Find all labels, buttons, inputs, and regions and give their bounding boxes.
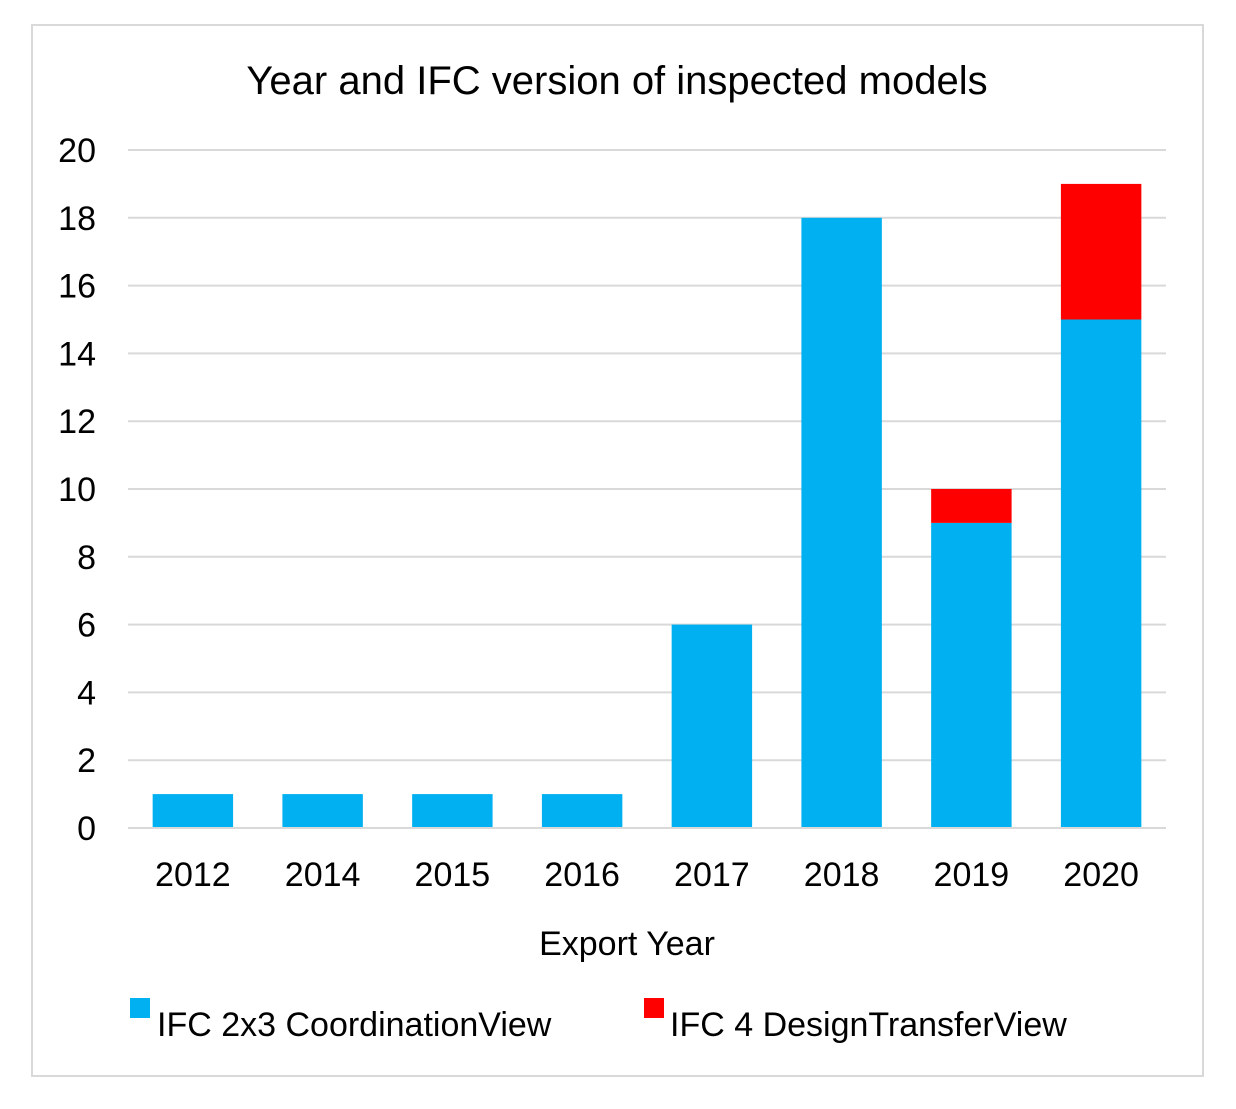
bar-2017-series-1 [671,624,753,828]
y-tick-label: 8 [77,539,96,577]
x-axis-title: Export Year [539,925,715,963]
legend-swatch-1 [130,998,150,1018]
bar-2019-series-1 [931,522,1012,828]
bar-2015-series-1 [412,794,493,828]
y-tick-label: 16 [58,268,96,306]
x-tick-label: 2016 [544,856,620,894]
legend-swatch-2 [644,998,664,1018]
y-axis-ticks: 0 2 4 6 8 10 12 14 16 18 20 [58,132,96,848]
bar-2019-series-2 [931,489,1012,523]
y-tick-label: 12 [58,403,96,441]
y-tick-label: 6 [77,607,96,645]
x-tick-label: 2012 [155,856,231,894]
chart-title: Year and IFC version of inspected models [246,59,987,103]
legend-label-1: IFC 2x3 CoordinationView [157,1006,552,1044]
x-tick-label: 2015 [415,856,491,894]
x-tick-label: 2020 [1063,856,1139,894]
x-axis-ticks: 2012 2014 2015 2016 2017 2018 2019 2020 [155,856,1139,894]
x-tick-label: 2017 [674,856,750,894]
bar-2014-series-1 [282,794,363,828]
y-tick-label: 18 [58,200,96,238]
legend: IFC 2x3 CoordinationView IFC 4 DesignTran… [130,998,1067,1044]
y-tick-label: 2 [77,742,96,780]
bar-2012-series-1 [152,794,234,828]
x-tick-label: 2019 [934,856,1010,894]
y-tick-label: 4 [77,674,96,712]
y-tick-label: 0 [77,810,96,848]
bar-2020-series-1 [1060,319,1142,828]
y-tick-label: 20 [58,132,96,170]
bar-2020-series-2 [1060,183,1142,320]
y-tick-label: 14 [58,335,96,373]
x-tick-label: 2018 [804,856,880,894]
bar-2016-series-1 [541,794,623,828]
x-tick-label: 2014 [285,856,361,894]
bar-2018-series-1 [801,217,882,829]
legend-label-2: IFC 4 DesignTransferView [670,1006,1067,1044]
bars [152,183,1142,829]
y-tick-label: 10 [58,471,96,509]
